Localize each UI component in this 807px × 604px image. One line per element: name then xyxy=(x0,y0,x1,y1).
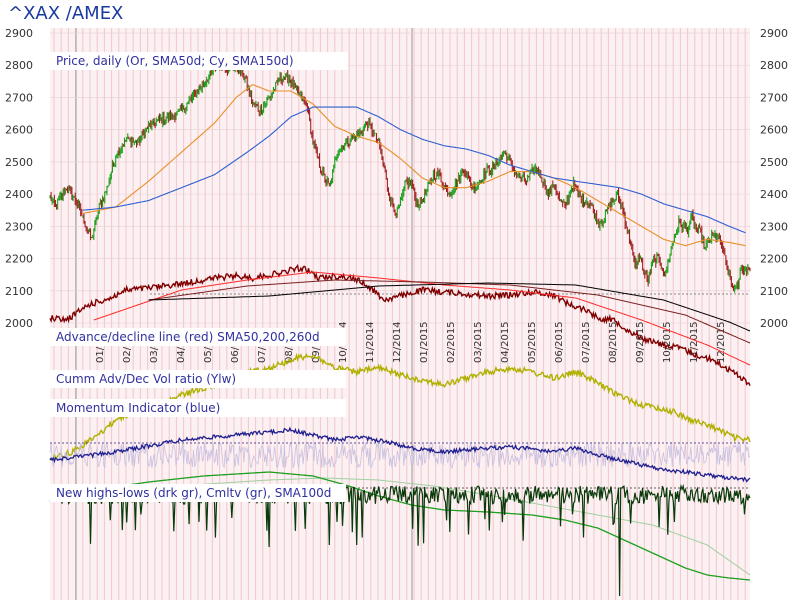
y-tick-label-right: 2500 xyxy=(760,156,788,169)
x-tick-label: 07/2015 xyxy=(581,321,592,363)
y-tick-label-right: 2600 xyxy=(760,124,788,137)
x-tick-label: 11/2014 xyxy=(365,321,376,363)
y-tick-label-left: 2300 xyxy=(5,220,33,233)
x-tick-label: 01/14 xyxy=(95,334,106,363)
momentum-noise-line xyxy=(49,441,751,470)
x-tick-label: 11/2015 xyxy=(689,321,700,363)
x-tick-label: 02/14 xyxy=(122,334,133,363)
sma50-line xyxy=(82,83,746,247)
ad-panel-label: Advance/decline line (red) SMA50,200,260… xyxy=(50,328,346,346)
x-tick-label: 07/14 xyxy=(257,334,268,363)
momentum-panel-label: Momentum Indicator (blue) xyxy=(50,399,346,417)
ticker-title: ^XAX /AMEX xyxy=(8,0,500,27)
ad-sma200-line xyxy=(148,279,751,344)
x-tick-label: 02/2015 xyxy=(446,321,457,363)
x-tick-label: 08/2015 xyxy=(608,321,619,363)
x-tick-label: 03/14 xyxy=(149,334,160,363)
x-tick-label: 09/14 xyxy=(311,334,322,363)
y-tick-label-right: 2200 xyxy=(760,253,788,266)
momentum-line xyxy=(49,426,751,483)
y-tick-label-right: 2000 xyxy=(760,317,788,330)
y-tick-label-right: 2400 xyxy=(760,188,788,201)
newhighs-panel-label: New highs-lows (drk gr), Cmltv (gr), SMA… xyxy=(50,484,346,502)
y-tick-label-left: 2200 xyxy=(5,253,33,266)
y-tick-label-right: 2900 xyxy=(760,27,788,40)
x-tick-label: 08/14 xyxy=(284,334,295,363)
x-tick-label: 12/2015 xyxy=(716,321,727,363)
cumm-ratio-panel-label: Cumm Adv/Dec Vol ratio (Ylw) xyxy=(50,370,346,388)
y-tick-label-left: 2700 xyxy=(5,91,33,104)
advance-decline-line xyxy=(49,263,751,386)
x-tick-label: 05/2015 xyxy=(527,321,538,363)
y-tick-label-right: 2100 xyxy=(760,285,788,298)
ad-sma260-line xyxy=(148,282,751,332)
x-tick-label: 05/14 xyxy=(203,334,214,363)
y-tick-label-right: 2300 xyxy=(760,220,788,233)
y-tick-label-left: 2800 xyxy=(5,59,33,72)
y-tick-label-left: 2400 xyxy=(5,188,33,201)
x-tick-label: 03/2015 xyxy=(473,321,484,363)
y-tick-label-right: 2800 xyxy=(760,59,788,72)
y-tick-label-left: 2000 xyxy=(5,317,33,330)
y-tick-label-right: 2700 xyxy=(760,91,788,104)
y-tick-label-left: 2500 xyxy=(5,156,33,169)
y-tick-label-left: 2100 xyxy=(5,285,33,298)
y-tick-label-left: 2600 xyxy=(5,124,33,137)
x-tick-label: 04/2015 xyxy=(500,321,511,363)
x-tick-label: 06/14 xyxy=(230,334,241,363)
x-tick-label: 01/2015 xyxy=(419,321,430,363)
cmltv-line xyxy=(49,471,751,581)
x-tick-label: 12/2014 xyxy=(392,321,403,363)
y-tick-label-left: 2900 xyxy=(5,27,33,40)
ad-sma50-line xyxy=(93,271,751,366)
x-tick-label: 10/2015 xyxy=(662,321,673,363)
x-tick-label: 09/2015 xyxy=(635,321,646,363)
sma150-line xyxy=(82,106,746,234)
price-panel-label: Price, daily (Or, SMA50d; Cy, SMA150d) xyxy=(50,52,348,70)
x-tick-label: 06/2015 xyxy=(554,321,565,363)
x-tick-label: 04/14 xyxy=(176,334,187,363)
